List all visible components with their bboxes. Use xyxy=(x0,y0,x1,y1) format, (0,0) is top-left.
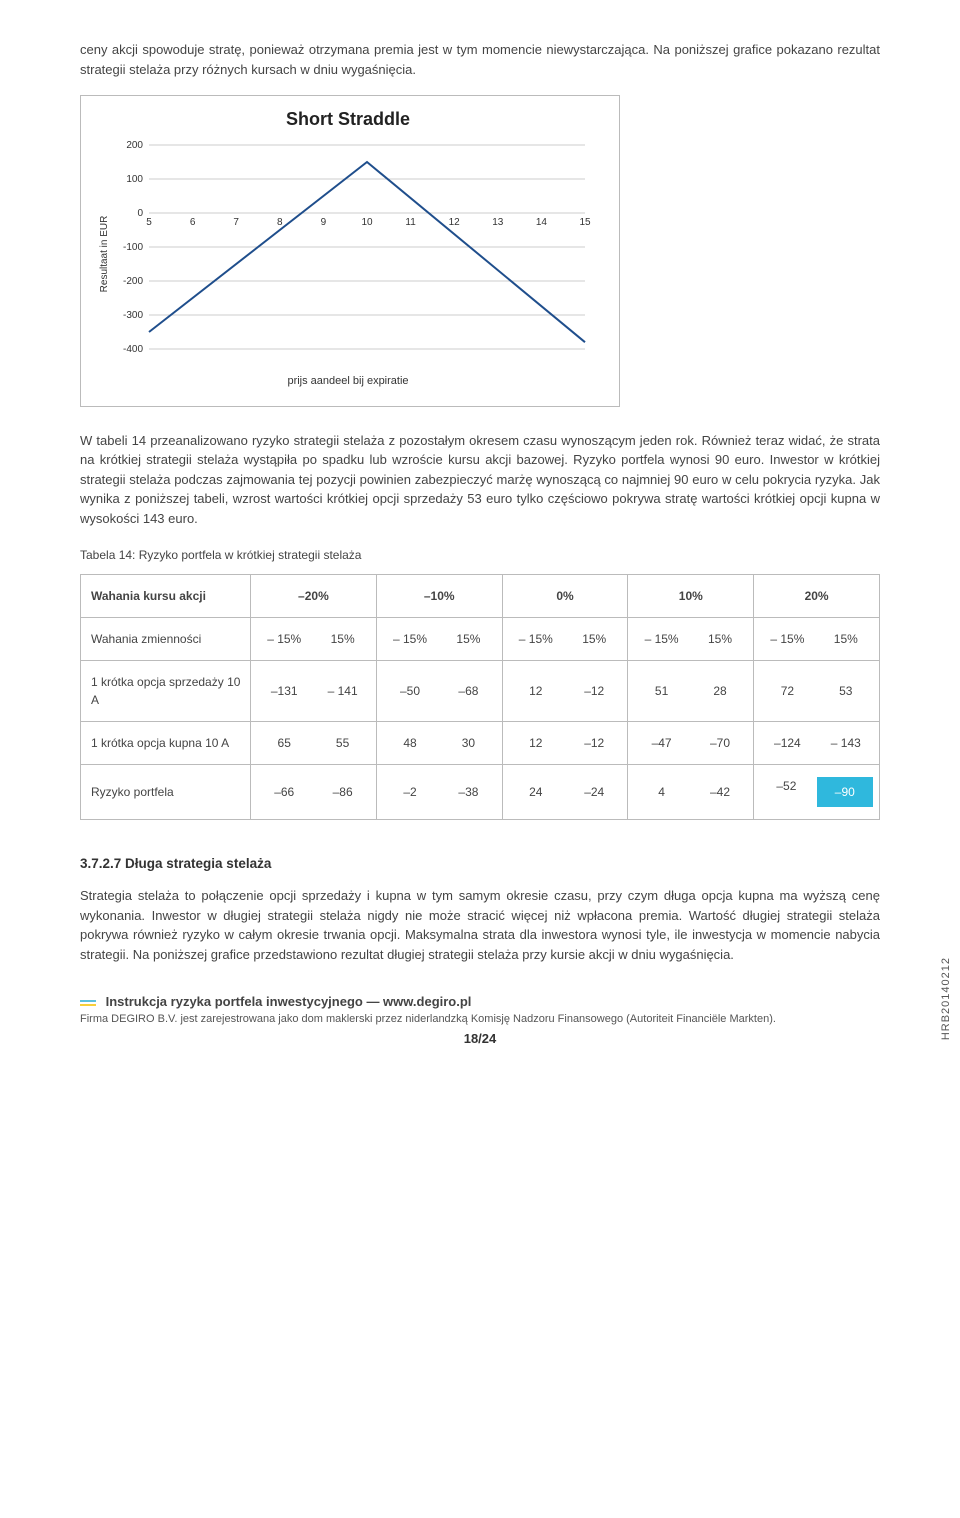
footer-title-text: Instrukcja ryzyka portfela inwestycyjneg… xyxy=(106,994,472,1009)
table-cell: 4–42 xyxy=(628,765,754,820)
footer-title: Instrukcja ryzyka portfela inwestycyjneg… xyxy=(80,992,880,1012)
side-reference-code: HRB20140212 xyxy=(938,957,955,1040)
table-cell: 6555 xyxy=(251,722,377,765)
table-row: Ryzyko portfela–66–86–2–3824–244–42–52–9… xyxy=(81,765,880,820)
svg-text:6: 6 xyxy=(190,217,196,228)
table-cell: 12–12 xyxy=(502,722,628,765)
table-cell: – 15%15% xyxy=(754,618,880,661)
svg-text:13: 13 xyxy=(492,217,504,228)
svg-text:-200: -200 xyxy=(123,276,143,287)
svg-text:7: 7 xyxy=(233,217,239,228)
intro-paragraph: ceny akcji spowoduje stratę, ponieważ ot… xyxy=(80,40,880,79)
section-heading: 3.7.2.7 Długa strategia stelaża xyxy=(80,854,880,874)
table-caption: Tabela 14: Ryzyko portfela w krótkiej st… xyxy=(80,546,880,564)
svg-text:200: 200 xyxy=(126,140,143,151)
table-cell: –52–90 xyxy=(754,765,880,820)
table-header-col: 0% xyxy=(502,575,628,618)
table-cell: –131– 141 xyxy=(251,661,377,722)
table-cell: – 15%15% xyxy=(376,618,502,661)
svg-text:11: 11 xyxy=(405,217,416,228)
section-paragraph: Strategia stelaża to połączenie opcji sp… xyxy=(80,886,880,964)
brand-bars-icon xyxy=(80,998,96,1008)
chart-x-caption: prijs aandeel bij expiratie xyxy=(95,373,601,390)
risk-table: Wahania kursu akcji –20% –10% 0% 10% 20%… xyxy=(80,574,880,820)
footer-registration: Firma DEGIRO B.V. jest zarejestrowana ja… xyxy=(80,1012,880,1027)
svg-text:-300: -300 xyxy=(123,310,143,321)
svg-text:14: 14 xyxy=(536,217,548,228)
table-header-col: 20% xyxy=(754,575,880,618)
table-cell: –50–68 xyxy=(376,661,502,722)
page-number: 18/24 xyxy=(80,1029,880,1049)
table-cell: 4830 xyxy=(376,722,502,765)
table-cell: – 15%15% xyxy=(251,618,377,661)
table-header-col: –10% xyxy=(376,575,502,618)
table-header-first: Wahania kursu akcji xyxy=(81,575,251,618)
svg-text:9: 9 xyxy=(321,217,327,228)
table-cell: –2–38 xyxy=(376,765,502,820)
row-label: Ryzyko portfela xyxy=(81,765,251,820)
svg-text:8: 8 xyxy=(277,217,283,228)
table-cell: 24–24 xyxy=(502,765,628,820)
table-cell: –124– 143 xyxy=(754,722,880,765)
table-header-col: –20% xyxy=(251,575,377,618)
row-label: 1 krótka opcja sprzedaży 10 A xyxy=(81,661,251,722)
svg-text:Resultaat in EUR: Resultaat in EUR xyxy=(99,216,110,293)
table-cell: 7253 xyxy=(754,661,880,722)
svg-text:12: 12 xyxy=(449,217,461,228)
table-cell: – 15%15% xyxy=(628,618,754,661)
svg-text:15: 15 xyxy=(579,217,591,228)
table-cell: –47–70 xyxy=(628,722,754,765)
svg-text:5: 5 xyxy=(146,217,152,228)
table-cell: –66–86 xyxy=(251,765,377,820)
table-row: Wahania zmienności– 15%15%– 15%15%– 15%1… xyxy=(81,618,880,661)
svg-text:10: 10 xyxy=(361,217,373,228)
row-label: 1 krótka opcja kupna 10 A xyxy=(81,722,251,765)
analysis-paragraph: W tabeli 14 przeanalizowano ryzyko strat… xyxy=(80,431,880,529)
table-header-col: 10% xyxy=(628,575,754,618)
table-row: 1 krótka opcja kupna 10 A6555483012–12–4… xyxy=(81,722,880,765)
table-header-row: Wahania kursu akcji –20% –10% 0% 10% 20% xyxy=(81,575,880,618)
table-cell: – 15%15% xyxy=(502,618,628,661)
svg-text:-400: -400 xyxy=(123,344,143,355)
svg-text:-100: -100 xyxy=(123,242,143,253)
table-row: 1 krótka opcja sprzedaży 10 A–131– 141–5… xyxy=(81,661,880,722)
row-label: Wahania zmienności xyxy=(81,618,251,661)
svg-text:100: 100 xyxy=(126,174,143,185)
table-cell: 12–12 xyxy=(502,661,628,722)
svg-text:0: 0 xyxy=(137,208,143,219)
short-straddle-chart: Short Straddle Resultaat in EUR 200 100 0 -1… xyxy=(80,95,620,407)
chart-canvas: Resultaat in EUR 200 100 0 -100 -200 -300 -400 5… xyxy=(95,139,595,369)
chart-title: Short Straddle xyxy=(95,106,601,133)
table-cell: 5128 xyxy=(628,661,754,722)
